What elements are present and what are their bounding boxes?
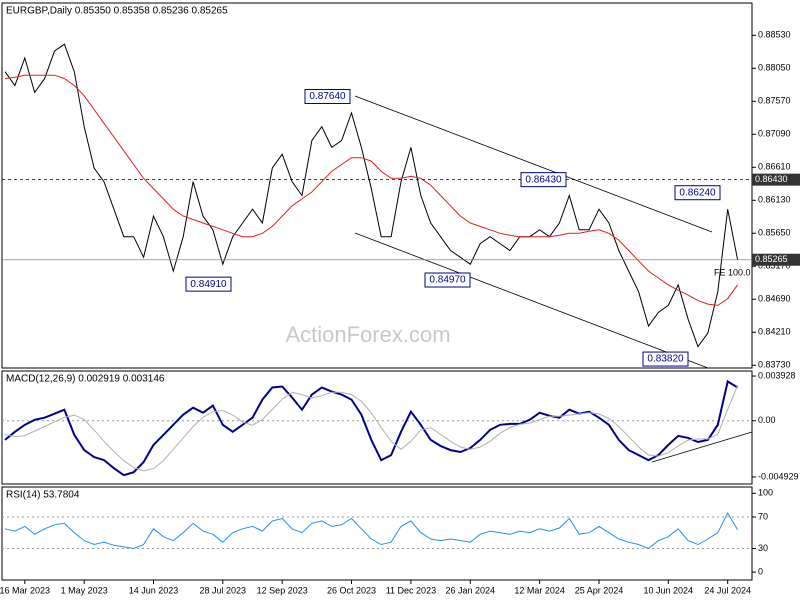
y-tick-label: 100 bbox=[758, 488, 773, 498]
annotation-label: 0.84970 bbox=[429, 275, 466, 286]
annotation-label: 0.84910 bbox=[190, 279, 227, 290]
channel-lower bbox=[354, 232, 709, 369]
watermark: ActionForex.com bbox=[285, 322, 450, 347]
macd-trendline bbox=[651, 431, 753, 463]
series-line bbox=[4, 379, 739, 477]
y-tick-label: 70 bbox=[758, 511, 768, 521]
x-tick-label: 25 Apr 2024 bbox=[575, 585, 624, 595]
annotation-label: 0.87640 bbox=[309, 91, 346, 102]
channel-upper bbox=[354, 95, 713, 233]
annotation-label: 0.83820 bbox=[647, 354, 684, 365]
y-tick-label: 0.88530 bbox=[758, 30, 791, 40]
price-title: EURGBP,Daily 0.85350 0.85358 0.85236 0.8… bbox=[6, 6, 228, 17]
price-panel bbox=[1, 2, 753, 369]
series-line bbox=[4, 511, 739, 550]
x-tick-label: 10 Jun 2024 bbox=[644, 585, 694, 595]
y-tick-label: 0.00 bbox=[758, 415, 776, 425]
annotation-box bbox=[520, 172, 567, 188]
y-tick-label: 0.88050 bbox=[758, 63, 791, 73]
series-line bbox=[4, 74, 739, 306]
y-tick-label: 0.86610 bbox=[758, 162, 791, 172]
y-tick-label: -0.004929 bbox=[758, 471, 799, 481]
x-tick-label: 12 Sep 2023 bbox=[257, 585, 308, 595]
y-tick-label: 0.003928 bbox=[758, 370, 796, 380]
annotation-box bbox=[674, 185, 721, 201]
x-tick-label: 26 Oct 2023 bbox=[327, 585, 376, 595]
y-tick-label: 0.84210 bbox=[758, 327, 791, 337]
y-tick-label: 30 bbox=[758, 543, 768, 553]
y-tick-label: 0.86130 bbox=[758, 195, 791, 205]
annotation-label: 0.86240 bbox=[679, 187, 716, 198]
y-tick-label: 0.83730 bbox=[758, 360, 791, 370]
series-line bbox=[4, 385, 739, 472]
x-tick-label: 28 Jul 2023 bbox=[200, 585, 247, 595]
x-tick-label: 24 Jul 2024 bbox=[704, 585, 751, 595]
x-tick-label: 11 Dec 2023 bbox=[386, 585, 436, 595]
y-tick-label: 0.85650 bbox=[758, 228, 791, 238]
price-tag-label: 0.85265 bbox=[755, 254, 788, 264]
fe-label: FE 100.0 bbox=[714, 267, 751, 277]
x-tick-label: 26 Jan 2024 bbox=[446, 585, 496, 595]
price-tag-label: 0.86430 bbox=[755, 174, 788, 184]
annotation-box bbox=[185, 276, 232, 292]
x-tick-label: 12 Mar 2024 bbox=[514, 585, 565, 595]
macd-panel bbox=[1, 370, 753, 485]
rsi-title: RSI(14) 53.7804 bbox=[6, 490, 80, 501]
y-tick-label: 0 bbox=[758, 566, 763, 576]
y-tick-label: 0.87570 bbox=[758, 96, 791, 106]
annotation-box bbox=[424, 272, 471, 288]
annotation-box bbox=[642, 351, 689, 367]
rsi-panel bbox=[1, 486, 753, 581]
y-tick-label: 0.84690 bbox=[758, 294, 791, 304]
series-line bbox=[4, 43, 739, 348]
x-tick-label: 1 May 2023 bbox=[61, 585, 108, 595]
annotation-label: 0.86430 bbox=[525, 174, 562, 185]
x-tick-label: 14 Jun 2023 bbox=[129, 585, 179, 595]
price-tag bbox=[752, 173, 800, 186]
macd-title: MACD(12,26,9) 0.002919 0.003146 bbox=[6, 374, 165, 385]
x-tick-label: 16 Mar 2023 bbox=[0, 585, 50, 595]
annotation-box bbox=[304, 88, 351, 104]
price-tag bbox=[752, 253, 800, 266]
y-tick-label: 0.87090 bbox=[758, 129, 791, 139]
